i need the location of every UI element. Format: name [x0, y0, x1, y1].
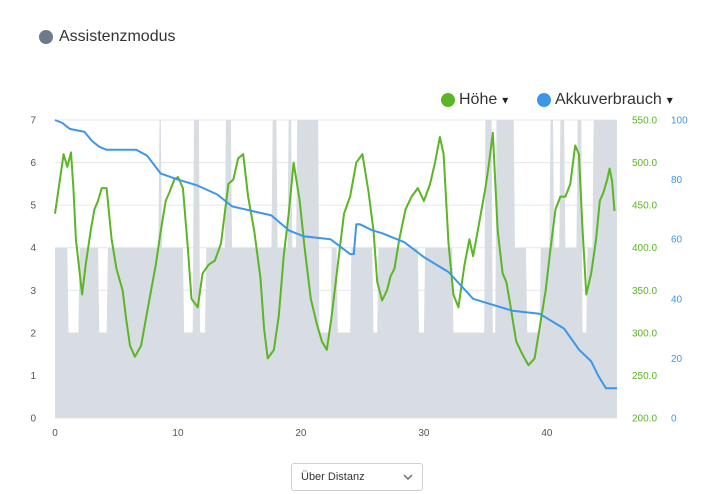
x-tick-label: 20 [295, 428, 307, 439]
x-axis-mode-select[interactable]: Über Distanz [291, 463, 423, 491]
y-battery-tick-label: 100 [671, 116, 688, 127]
y-left-tick-label: 3 [30, 286, 36, 297]
assist-mode-header: Assistenzmodus [39, 28, 176, 46]
x-axis-mode-value: Über Distanz [301, 471, 365, 483]
x-tick-label: 0 [52, 428, 58, 439]
y-height-tick-label: 200.0 [632, 414, 657, 425]
battery-legend-caret-icon: ▾ [666, 93, 673, 107]
battery-series-line [54, 119, 617, 390]
y-left-tick-label: 6 [30, 158, 36, 169]
assist-mode-label: Assistenzmodus [59, 28, 176, 45]
x-tick-label: 30 [418, 428, 430, 439]
assist-mode-dot [39, 30, 53, 44]
y-left-tick-label: 2 [30, 328, 36, 339]
height-series-line [54, 131, 616, 367]
y-left-tick-label: 1 [30, 371, 36, 382]
chevron-down-icon [403, 474, 413, 480]
y-left-tick-label: 4 [30, 243, 36, 254]
assist-mode-area-path [55, 120, 617, 418]
height-legend-label: Höhe [459, 91, 498, 108]
y-battery-tick-label: 20 [671, 354, 683, 365]
y-left-tick-label: 0 [30, 414, 36, 425]
x-tick-label: 40 [541, 428, 553, 439]
x-tick-label: 10 [172, 428, 184, 439]
legend-item-battery[interactable]: Akkuverbrauch ▾ [537, 91, 673, 109]
y-left-tick-label: 7 [30, 116, 36, 127]
series-lines [54, 119, 617, 390]
y-height-tick-label: 250.0 [632, 371, 657, 382]
y-height-tick-label: 300.0 [632, 328, 657, 339]
y-left-tick-label: 5 [30, 201, 36, 212]
y-height-tick-label: 350.0 [632, 286, 657, 297]
legend-item-height[interactable]: Höhe ▾ [441, 91, 508, 109]
y-battery-tick-label: 0 [671, 414, 677, 425]
battery-legend-dot [537, 93, 551, 107]
y-battery-tick-label: 40 [671, 294, 683, 305]
assist-mode-area [55, 120, 617, 418]
y-battery-tick-label: 80 [671, 175, 683, 186]
height-legend-caret-icon: ▾ [502, 93, 509, 107]
y-battery-tick-label: 60 [671, 235, 683, 246]
y-height-tick-label: 400.0 [632, 243, 657, 254]
y-height-tick-label: 550.0 [632, 116, 657, 127]
height-legend-dot [441, 93, 455, 107]
y-height-tick-label: 500.0 [632, 158, 657, 169]
battery-legend-label: Akkuverbrauch [555, 91, 662, 108]
y-height-tick-label: 450.0 [632, 201, 657, 212]
